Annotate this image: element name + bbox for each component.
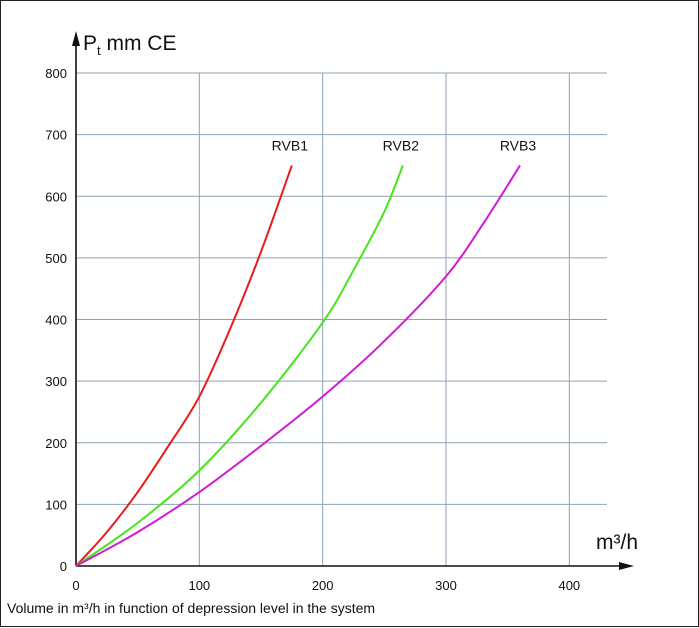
- y-axis-title-subscript: t: [97, 43, 101, 58]
- series: RVB1 RVB2 RVB3: [75, 137, 537, 567]
- chart-caption: Volume in m³/h in function of depression…: [7, 600, 375, 616]
- series-label-rvb1: RVB1: [272, 137, 309, 153]
- y-tick-label-400: 400: [45, 313, 67, 328]
- y-tick-label-500: 500: [45, 251, 67, 266]
- y-tick-label-300: 300: [45, 374, 67, 389]
- y-axis-title: Pt mm CE: [83, 32, 176, 58]
- y-tick-label-100: 100: [45, 497, 67, 512]
- tick-labels: 0 100 200 300 400 500 600 700 800 0 100 200 300 400: [45, 66, 580, 593]
- y-tick-label-0: 0: [60, 559, 67, 574]
- grid: [76, 72, 607, 566]
- axis-titles: Pt mm CE m³/h Volume in m³/h in function…: [7, 32, 638, 616]
- x-tick-label-400: 400: [558, 578, 580, 593]
- x-tick-label-200: 200: [312, 578, 334, 593]
- series-line-rvb3: [75, 164, 521, 567]
- y-axis-title-rest: mm CE: [101, 32, 177, 55]
- series-label-rvb2: RVB2: [383, 137, 420, 153]
- series-line-rvb1: [75, 165, 293, 567]
- x-axis-title: m³/h: [596, 531, 638, 554]
- x-tick-label-100: 100: [188, 578, 210, 593]
- y-tick-label-600: 600: [45, 189, 67, 204]
- y-axis-arrow-icon: [72, 31, 80, 46]
- series-line-rvb2: [75, 165, 404, 567]
- axes: [72, 31, 634, 570]
- x-tick-label-0: 0: [72, 578, 79, 593]
- series-label-rvb3: RVB3: [500, 137, 537, 153]
- x-axis-arrow-icon: [619, 562, 634, 570]
- y-tick-label-700: 700: [45, 128, 67, 143]
- y-tick-label-200: 200: [45, 436, 67, 451]
- y-tick-label-800: 800: [45, 66, 67, 81]
- y-axis-title-main: P: [83, 32, 97, 55]
- x-tick-label-300: 300: [435, 578, 457, 593]
